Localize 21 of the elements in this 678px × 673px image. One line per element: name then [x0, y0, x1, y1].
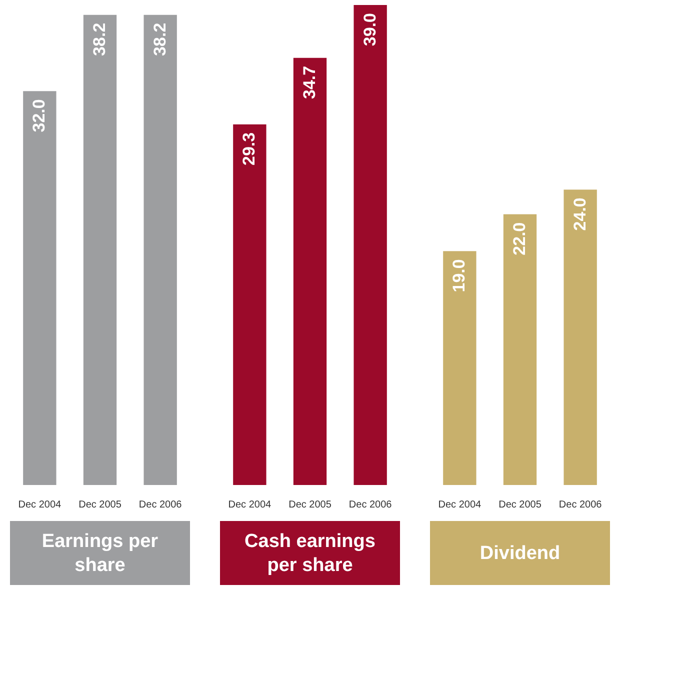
x-tick-label: Dec 2004: [228, 500, 272, 510]
data-label: 32.0: [30, 99, 49, 132]
text: Cash earnings per share: [244, 531, 376, 576]
x-tick-label: Dec 2005: [498, 500, 542, 510]
text: Dividend: [480, 543, 560, 564]
data-label: 24.0: [570, 198, 590, 231]
data-label: 19.0: [450, 259, 469, 292]
data-label: 38.2: [90, 22, 109, 56]
x-tick-label: Dec 2006: [558, 500, 602, 510]
data-label: 22.0: [510, 222, 529, 256]
x-tick-label: Dec 2005: [288, 500, 332, 510]
x-tick-label: Dec 2004: [18, 500, 62, 510]
data-label: 38.2: [150, 22, 170, 56]
data-label: 39.0: [360, 13, 380, 46]
x-tick-label: Dec 2005: [78, 500, 122, 510]
x-tick-label: Dec 2006: [138, 500, 182, 510]
text: Earnings per share: [42, 531, 159, 576]
x-tick-label: Dec 2006: [348, 500, 392, 510]
data-label: 29.3: [240, 132, 259, 166]
data-label: 34.7: [300, 66, 319, 100]
x-tick-label: Dec 2004: [438, 500, 482, 510]
